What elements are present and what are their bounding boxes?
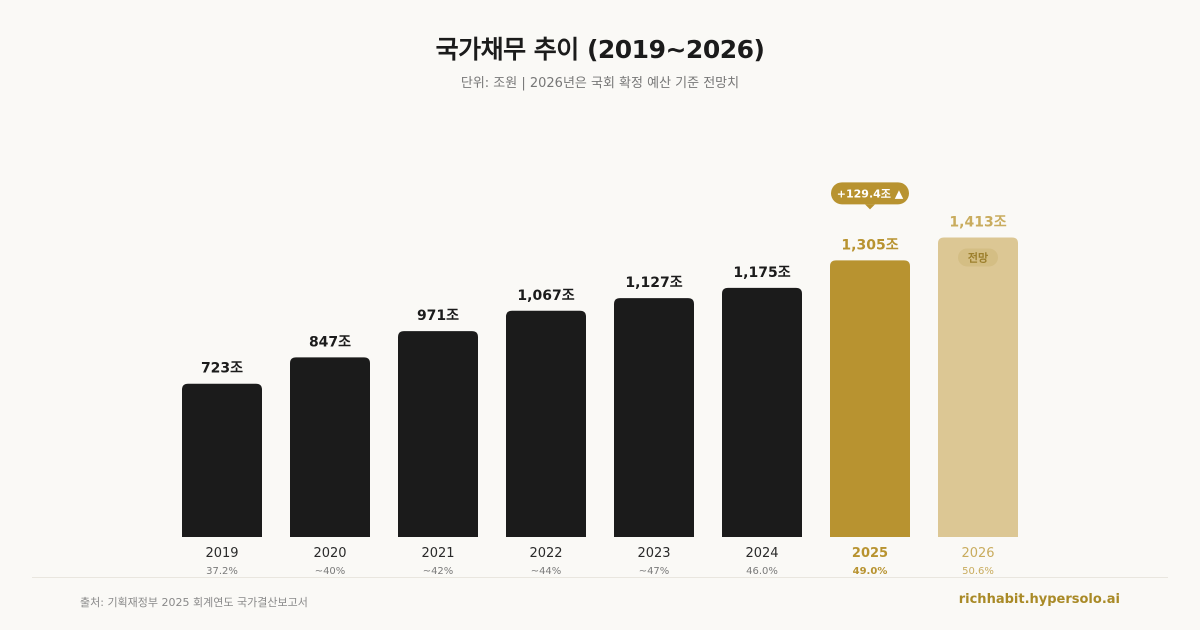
footer-divider [32,577,1168,578]
increase-badge [831,182,909,205]
increase-badge-text: +129.4조 ▲ [837,187,904,200]
value-label: 847조 [309,334,351,350]
x-tick-label: 2024 [745,546,778,561]
value-label: 1,067조 [517,288,574,304]
x-tick-label: 2026 [961,546,994,561]
x-tick-label: 2019 [205,546,238,561]
value-label: 723조 [201,361,243,377]
ratio-label: 46.0% [746,566,778,577]
value-label: 1,413조 [949,214,1006,230]
value-label: 971조 [417,308,459,324]
x-tick-label: 2021 [421,546,454,561]
forecast-tag [958,248,998,267]
value-label: 1,127조 [625,275,682,291]
chart-title: 국가채무 추이 (2019~2026) [435,35,765,64]
bar-2026 [938,237,1018,537]
badge-pointer [865,204,875,210]
bar-2025 [830,260,910,537]
bar-2023 [614,298,694,537]
ratio-label: 37.2% [206,566,238,577]
bar-2020 [290,357,370,537]
site-link[interactable]: richhabit.hypersolo.ai [958,592,1120,607]
ratio-label: ~47% [639,566,670,577]
bar-2024 [722,287,802,537]
source-note: 출처: 기획재정부 2025 회계연도 국가결산보고서 [80,596,308,609]
ratio-label: ~42% [423,566,454,577]
ratio-label: ~44% [531,566,562,577]
bar-2021 [398,331,478,537]
ratio-label: 50.6% [962,566,994,577]
chart-subtitle: 단위: 조원 | 2026년은 국회 확정 예산 기준 전망치 [460,76,740,91]
bar-2019 [182,383,262,537]
forecast-tag-text: 전망 [968,250,988,264]
x-tick-label: 2023 [637,546,670,561]
value-label: 1,305조 [841,237,898,253]
x-tick-label: 2022 [529,546,562,561]
ratio-label: 49.0% [853,566,888,577]
x-tick-label: 2020 [313,546,346,561]
value-label: 1,175조 [733,265,790,281]
x-tick-label: 2025 [852,546,888,561]
ratio-label: ~40% [315,566,346,577]
bar-2022 [506,310,586,537]
